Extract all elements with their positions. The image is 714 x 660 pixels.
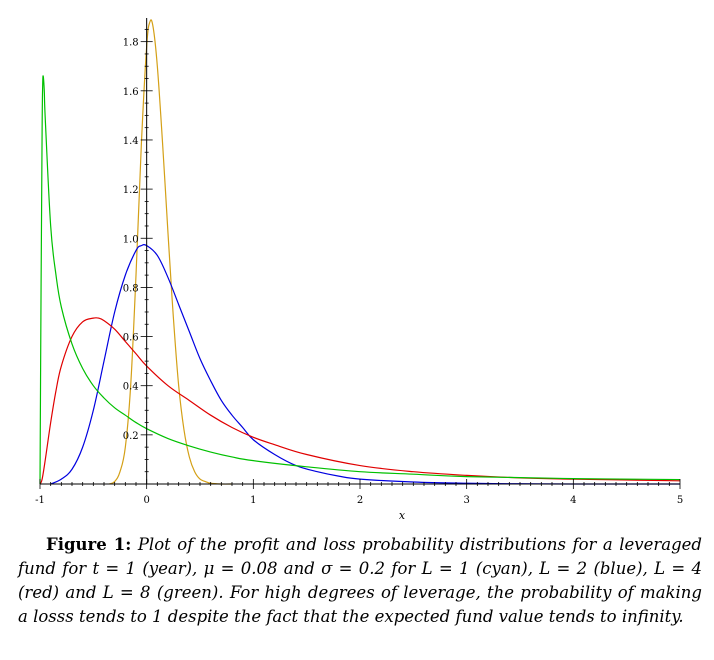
- y-tick-label: 0.6: [123, 333, 139, 344]
- x-tick-label: 3: [463, 495, 469, 506]
- y-tick-label: 0.2: [123, 431, 139, 442]
- x-tick-label: 4: [570, 495, 576, 506]
- figure-caption: Figure 1: Plot of the profit and loss pr…: [18, 533, 702, 629]
- series-curves: [39, 19, 681, 485]
- y-tick-label: 1.6: [123, 87, 139, 98]
- x-axis-label: x: [399, 509, 406, 522]
- x-tick-label: 5: [677, 495, 683, 506]
- y-tick-label: 1.2: [123, 185, 139, 196]
- y-tick-label: 1.8: [123, 38, 139, 49]
- chart: -1 0 1 2 3 4 5 x 0.2 0.4 0.6 0.8 1.0 1.2 1.4 1.6 1.8: [35, 18, 683, 522]
- series-line-1: [109, 19, 233, 485]
- y-tick-label: 1.4: [123, 136, 139, 147]
- series-line-3: [39, 317, 681, 485]
- x-tick-label: 1: [250, 495, 256, 506]
- axes: -1 0 1 2 3 4 5 x 0.2 0.4 0.6 0.8 1.0 1.2 1.4 1.6 1.8: [35, 18, 683, 522]
- x-tick-label: 0: [143, 495, 149, 506]
- y-tick-label: 1.0: [123, 234, 139, 245]
- x-tick-label: -1: [35, 495, 45, 506]
- series-line-2: [50, 244, 681, 485]
- caption-label: Figure 1:: [46, 535, 132, 554]
- y-tick-label: 0.4: [123, 382, 139, 393]
- caption-text: Plot of the profit and loss probability …: [18, 535, 702, 626]
- y-tick-label: 0.8: [123, 283, 139, 294]
- series-line-4: [39, 75, 681, 485]
- x-tick-label: 2: [357, 495, 363, 506]
